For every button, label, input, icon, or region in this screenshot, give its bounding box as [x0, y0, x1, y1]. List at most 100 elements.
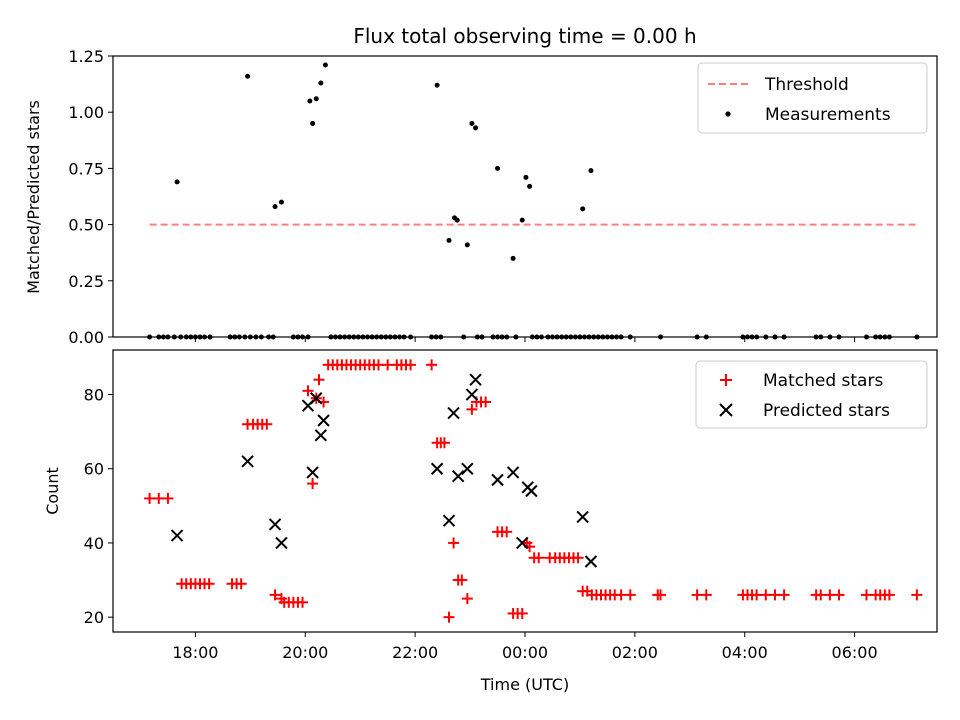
ratio-plot-marks: [147, 62, 920, 340]
measurement-point: [559, 334, 565, 340]
predicted-star-point: [306, 466, 319, 479]
measurement-point: [545, 334, 551, 340]
predicted-star-point: [430, 462, 444, 475]
predicted-star-d2: [584, 555, 598, 568]
measurement-point: [513, 334, 519, 340]
measurement-point: [588, 168, 594, 174]
count-y-axis-label: Count: [43, 467, 62, 515]
measurement-point: [307, 98, 313, 104]
predicted-star-point: [447, 406, 460, 420]
measurement-point: [886, 334, 892, 340]
predicted-star-d2: [314, 429, 328, 442]
measurement-point: [914, 334, 920, 340]
measurement-point: [165, 334, 171, 340]
count-plot-marks: [144, 359, 923, 623]
measurement-point: [374, 334, 380, 340]
predicted-star-point: [314, 429, 328, 442]
predicted-star-d2: [310, 392, 323, 405]
measurement-point: [272, 204, 278, 210]
matched-star-point: [466, 403, 478, 415]
measurement-point: [577, 334, 583, 340]
measurement-point: [247, 334, 253, 340]
measurement-point: [392, 334, 398, 340]
predicted-star-point: [268, 518, 282, 531]
measurement-point: [433, 334, 439, 340]
measurement-point: [318, 80, 324, 86]
measurement-point: [529, 334, 535, 340]
measurement-point: [401, 334, 407, 340]
count-x-axis-label: Time (UTC): [480, 675, 569, 694]
predicted-star-d2: [447, 406, 460, 420]
predicted-star-point: [170, 529, 184, 542]
matched-star-point: [307, 478, 319, 490]
measurement-point: [754, 334, 760, 340]
measurement-point: [397, 334, 403, 340]
measurement-point: [378, 334, 384, 340]
matched-star-point: [313, 374, 325, 386]
measurement-point: [408, 334, 414, 340]
measurement-point: [236, 334, 242, 340]
matched-star-point: [405, 359, 417, 371]
matched-star-point: [572, 552, 584, 564]
predicted-star-point: [275, 536, 288, 550]
measurement-point: [278, 199, 284, 205]
predicted-star-d2: [465, 388, 479, 401]
matched-star-point: [426, 359, 438, 371]
measurement-point: [495, 165, 501, 171]
measurement-point: [495, 334, 501, 340]
matched-star-point: [533, 552, 545, 564]
measurement-point: [813, 334, 819, 340]
count-x-tick-label: 22:00: [392, 643, 438, 662]
predicted-star-point: [584, 555, 598, 568]
matched-star-point: [655, 589, 667, 601]
matched-star-point: [778, 589, 790, 601]
matched-legend-swatch: [720, 374, 732, 386]
measurement-point: [490, 334, 496, 340]
measurement-point: [178, 334, 184, 340]
measurement-point: [270, 334, 276, 340]
measurement-point: [582, 334, 588, 340]
measurement-point: [563, 334, 569, 340]
count-legend: Matched stars Predicted stars: [695, 360, 928, 429]
measurement-point: [266, 334, 272, 340]
measurement-point: [461, 334, 467, 340]
measurement-point: [438, 334, 444, 340]
measurement-point: [749, 334, 755, 340]
matched-star-point: [203, 578, 215, 590]
ratio-y-tick-label: 0.50: [68, 216, 104, 235]
measurement-point: [332, 334, 338, 340]
ratio-y-tick-label: 0.75: [68, 159, 104, 178]
ratio-legend: Threshold Measurements: [697, 62, 928, 134]
predicted-star-d2: [170, 529, 184, 542]
measurement-point: [429, 334, 435, 340]
matched-star-point: [162, 492, 174, 504]
measurement-point: [864, 334, 870, 340]
measurement-point: [818, 334, 824, 340]
threshold-legend-label: Threshold: [764, 75, 849, 95]
measurement-point: [202, 334, 208, 340]
measurement-point: [499, 334, 505, 340]
count-y-tick-label: 20: [84, 608, 104, 627]
measurement-point: [454, 217, 460, 223]
count-x-tick-label: 18:00: [172, 643, 218, 662]
predicted-star-d2: [430, 462, 444, 475]
measurement-point: [160, 334, 166, 340]
predicted-star-d2: [491, 473, 504, 487]
measurement-point: [877, 334, 883, 340]
measurement-point: [781, 334, 787, 340]
ratio-y-axis-label: Matched/Predicted stars: [24, 100, 43, 294]
measurement-point: [873, 334, 879, 340]
matched-star-point: [302, 385, 314, 397]
predicted-star-point: [461, 462, 474, 475]
measurement-point: [772, 334, 778, 340]
predicted-star-point: [469, 373, 482, 386]
measurement-point: [534, 334, 540, 340]
matched-star-point: [700, 589, 712, 601]
measurement-point: [479, 334, 485, 340]
measurement-point: [523, 174, 529, 180]
measurement-point: [310, 120, 316, 126]
matched-star-point: [261, 418, 273, 430]
predicted-legend-swatch: [719, 403, 733, 417]
measurement-point: [658, 334, 664, 340]
matched-star-point: [456, 574, 468, 586]
